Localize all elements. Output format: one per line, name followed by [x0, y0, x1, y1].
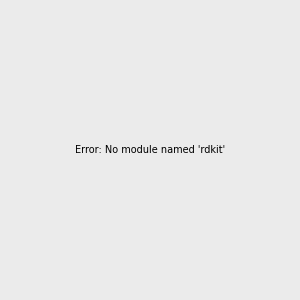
Text: Error: No module named 'rdkit': Error: No module named 'rdkit': [75, 145, 225, 155]
